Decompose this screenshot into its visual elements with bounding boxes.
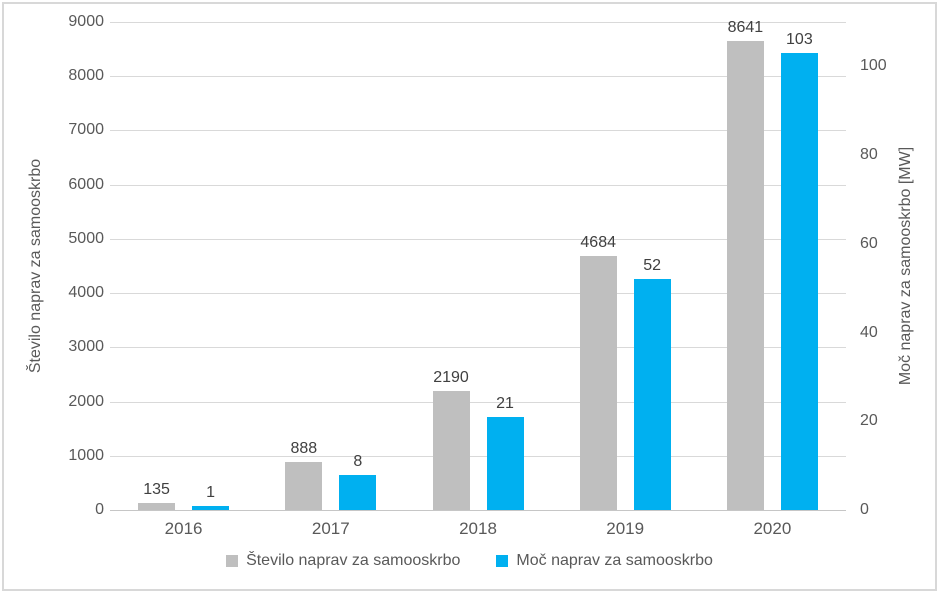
bar-stevilo-2020 xyxy=(726,41,764,510)
bar-moc-2017 xyxy=(339,474,377,510)
y-left-tick-4000: 4000 xyxy=(68,284,104,302)
data-label-moc-2020: 103 xyxy=(786,31,813,49)
x-tick-2016: 2016 xyxy=(164,519,203,538)
bar-moc-2019 xyxy=(633,279,671,510)
legend-label-moc: Moč naprav za samooskrbo xyxy=(516,552,713,569)
data-label-stevilo-2020: 8641 xyxy=(727,19,764,37)
bar-stevilo-2018 xyxy=(432,391,470,510)
data-label-moc-2019: 52 xyxy=(643,257,662,275)
legend-item-stevilo: Število naprav za samooskrbo xyxy=(226,552,460,570)
gridline-8000 xyxy=(110,76,846,78)
y-left-tick-7000: 7000 xyxy=(68,121,104,139)
y-left-tick-0: 0 xyxy=(95,501,104,518)
y-right-tick-0: 0 xyxy=(860,501,869,518)
legend-label-stevilo: Število naprav za samooskrbo xyxy=(246,552,461,569)
bar-moc-2018 xyxy=(486,416,524,510)
gridline-2000 xyxy=(110,401,846,403)
bar-moc-2020 xyxy=(780,53,818,510)
y-left-tick-6000: 6000 xyxy=(68,175,104,193)
data-label-stevilo-2016: 135 xyxy=(143,480,170,498)
data-label-moc-2017: 8 xyxy=(353,452,363,470)
x-tick-2020: 2020 xyxy=(753,519,792,538)
y-right-tick-100: 100 xyxy=(860,57,887,75)
gridline-4000 xyxy=(110,293,846,295)
gridline-7000 xyxy=(110,130,846,132)
bar-moc-2016 xyxy=(192,505,230,510)
x-tick-2018: 2018 xyxy=(459,519,497,538)
y-left-tick-8000: 8000 xyxy=(68,67,104,85)
bar-stevilo-2016 xyxy=(138,502,176,510)
gridline-3000 xyxy=(110,347,846,349)
y-left-tick-5000: 5000 xyxy=(68,229,104,247)
bar-stevilo-2017 xyxy=(285,461,323,510)
data-label-stevilo-2017: 888 xyxy=(290,439,318,457)
y-right-tick-20: 20 xyxy=(860,412,878,430)
right-axis-title: Moč naprav za samooskrbo [MW] xyxy=(897,146,914,386)
plot-area: 135 888 2190 4684 8641 1 8 21 52 103 xyxy=(110,19,846,511)
data-label-stevilo-2019: 4684 xyxy=(580,234,616,252)
data-label-moc-2016: 1 xyxy=(206,483,216,501)
y-left-tick-3000: 3000 xyxy=(68,338,104,356)
legend-swatch-moc xyxy=(496,555,509,567)
legend-item-moc: Moč naprav za samooskrbo xyxy=(496,552,713,570)
data-label-stevilo-2018: 2190 xyxy=(433,369,469,387)
data-label-moc-2018: 21 xyxy=(496,394,514,412)
y-right-tick-80: 80 xyxy=(860,146,878,164)
gridline-0 xyxy=(110,510,846,511)
bar-stevilo-2019 xyxy=(579,256,617,510)
x-tick-2017: 2017 xyxy=(311,519,350,538)
y-right-tick-40: 40 xyxy=(860,323,878,341)
gridline-5000 xyxy=(110,238,846,240)
y-left-tick-2000: 2000 xyxy=(68,392,104,410)
y-right-tick-60: 60 xyxy=(860,234,878,252)
legend-swatch-stevilo xyxy=(226,555,239,567)
gridline-6000 xyxy=(110,184,846,186)
legend: Število naprav za samooskrbo Moč naprav … xyxy=(4,552,935,570)
gridline-9000 xyxy=(110,22,846,23)
y-left-tick-9000: 9000 xyxy=(68,13,104,30)
gridline-1000 xyxy=(110,455,846,457)
x-tick-2019: 2019 xyxy=(606,519,645,538)
y-left-tick-1000: 1000 xyxy=(68,446,104,464)
